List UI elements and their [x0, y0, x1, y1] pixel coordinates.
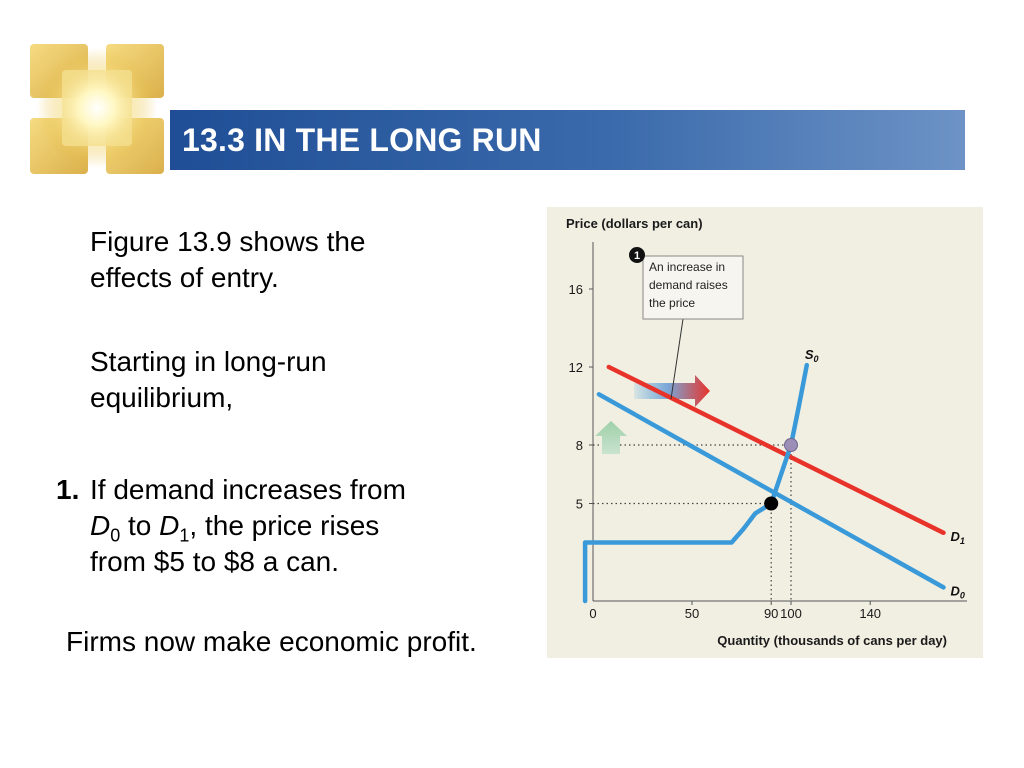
callout-box — [642, 255, 744, 320]
curve-label-subscript-d1: 1 — [960, 536, 965, 546]
chart: Price (dollars per can) Quantity (thousa… — [566, 216, 967, 648]
point-text-line3: from $5 to $8 a can. — [90, 546, 340, 577]
figure-panel: Price (dollars per can) Quantity (thousa… — [547, 207, 983, 658]
x-tick-label-140: 140 — [859, 606, 881, 621]
paragraph-starting-point: Starting in long-run equilibrium, — [90, 346, 327, 413]
callout-line-1: An increase in — [649, 260, 725, 274]
paragraph-economic-profit: Firms now make economic profit. — [66, 626, 477, 657]
x-tick-label-90: 90 — [764, 606, 778, 621]
price-rises-text: , the price rises — [189, 510, 380, 541]
callout-pointer-line — [670, 318, 684, 400]
y-axis-label: Price (dollars per can) — [566, 216, 703, 231]
curve-label-d1: D1 — [950, 529, 964, 546]
y-tick-label-8: 8 — [576, 438, 583, 453]
curve-label-s0: S0 — [805, 347, 819, 364]
curve-d1 — [606, 364, 946, 536]
y-tick-label-12: 12 — [569, 360, 583, 375]
x-tick-label-50: 50 — [685, 606, 699, 621]
d0-subscript: 0 — [110, 525, 121, 546]
title-bar: 13.3 IN THE LONG RUN — [170, 110, 965, 170]
curve-label-subscript-s0: 0 — [814, 354, 819, 364]
d1-letter: D — [159, 510, 180, 541]
original-equilibrium-point — [764, 496, 779, 511]
curve-label-subscript-d0: 0 — [960, 590, 965, 600]
curve-label-d0: D0 — [950, 583, 964, 600]
price-rise-arrow — [595, 421, 627, 454]
curve-s0 — [582, 362, 810, 604]
x-axis-label: Quantity (thousands of cans per day) — [717, 633, 947, 648]
callout-line-3: the price — [649, 296, 695, 310]
callout-line-2: demand raises — [649, 278, 728, 292]
new-equilibrium-point — [784, 438, 798, 452]
logo-icon — [30, 44, 164, 174]
point-number: 1. — [56, 474, 80, 505]
y-tick-label-16: 16 — [569, 282, 583, 297]
numbered-point-1: 1. If demand increases from D0 to D1, the… — [56, 472, 496, 580]
point-text-line2: D0 to D1, the price rises — [56, 508, 496, 546]
point-text-line1: If demand increases from — [90, 474, 406, 505]
d0-letter: D — [90, 510, 111, 541]
y-tick-label-5: 5 — [576, 497, 583, 512]
x-tick-label-0: 0 — [589, 606, 596, 621]
curve-d0 — [596, 392, 946, 590]
x-tick-label-100: 100 — [780, 606, 802, 621]
paragraph-figure-reference: Figure 13.9 shows the effects of entry. — [90, 226, 366, 293]
callout-marker — [629, 247, 645, 263]
slide-title: 13.3 IN THE LONG RUN — [182, 122, 542, 158]
d1-subscript: 1 — [179, 525, 190, 546]
callout-marker-number: 1 — [634, 250, 640, 262]
to-word: to — [120, 510, 160, 541]
